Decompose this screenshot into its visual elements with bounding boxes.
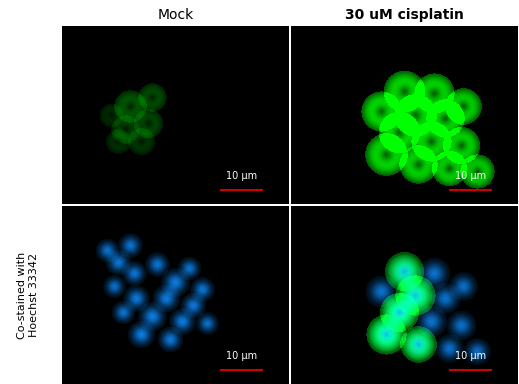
Text: 10 μm: 10 μm (226, 171, 257, 181)
Text: Co-stained with
Hoechst 33342: Co-stained with Hoechst 33342 (17, 252, 39, 339)
Text: Mock: Mock (157, 8, 194, 22)
Text: 10 μm: 10 μm (226, 351, 257, 361)
Text: 10 μm: 10 μm (455, 171, 486, 181)
Text: 30 uM cisplatin: 30 uM cisplatin (345, 8, 464, 22)
Text: 10 μm: 10 μm (455, 351, 486, 361)
